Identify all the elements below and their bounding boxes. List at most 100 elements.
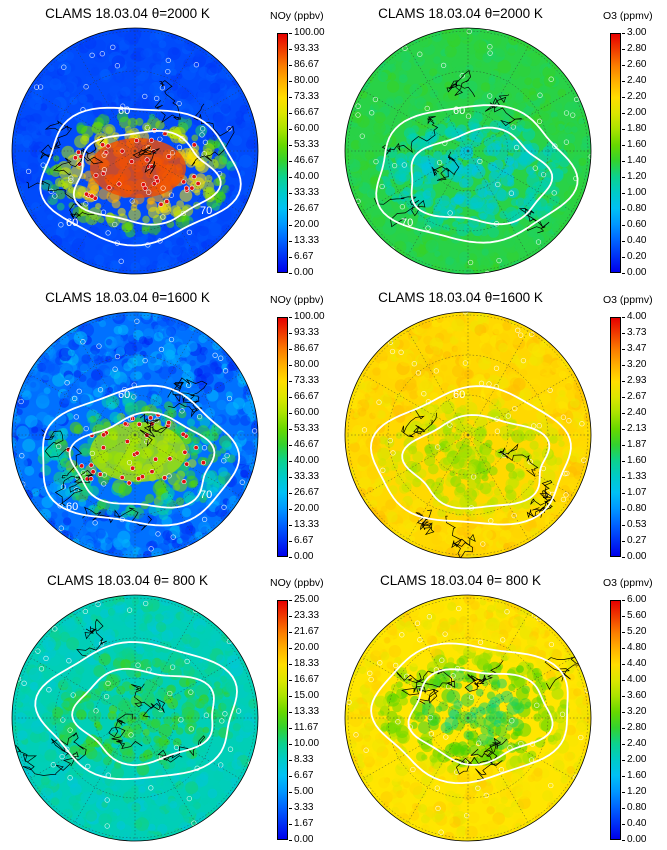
field-cell <box>578 247 586 256</box>
field-cell <box>33 323 43 333</box>
field-cell <box>578 42 586 50</box>
field-cell <box>541 260 549 268</box>
field-cell <box>175 835 183 841</box>
field-cell <box>18 349 25 356</box>
field-cell <box>231 483 244 496</box>
field-cell <box>245 220 256 232</box>
field-cell <box>199 699 208 709</box>
field-cell <box>55 599 70 614</box>
field-cell <box>31 426 39 434</box>
field-cell <box>563 534 573 544</box>
field-cell <box>365 542 380 556</box>
field-cell <box>230 628 239 637</box>
field-cell <box>169 205 182 217</box>
field-cell <box>227 247 240 261</box>
field-cell <box>113 335 124 346</box>
field-cell <box>210 262 222 273</box>
field-cell <box>526 166 535 175</box>
field-cell <box>374 112 386 124</box>
field-cell <box>51 812 59 820</box>
field-cell <box>124 342 138 356</box>
field-cell <box>245 40 252 48</box>
field-cell <box>210 670 220 681</box>
field-cell <box>355 172 362 180</box>
field-cell <box>56 263 66 273</box>
field-cell <box>34 103 42 111</box>
field-cell <box>437 508 447 518</box>
field-cell <box>217 331 228 342</box>
field-cell <box>539 254 548 262</box>
field-cell <box>131 802 141 812</box>
colorbar-tick-label: 1.80 <box>621 123 647 134</box>
field-cell <box>456 207 463 214</box>
field-cell <box>569 60 582 73</box>
field-cell <box>142 735 152 745</box>
field-cell <box>35 529 43 538</box>
field-cell <box>49 819 58 828</box>
field-cell <box>521 312 535 321</box>
field-cell <box>66 830 78 841</box>
field-cell <box>44 749 57 762</box>
field-cell <box>72 312 86 322</box>
observation-circle <box>186 229 193 235</box>
field-cell <box>54 28 65 39</box>
field-cell <box>566 266 577 274</box>
field-cell <box>30 531 42 543</box>
field-cell <box>21 802 29 810</box>
field-cell <box>158 366 172 380</box>
field-cell <box>347 502 354 509</box>
field-cell <box>16 312 29 322</box>
colorbar-tick-label: 46.67 <box>288 155 320 166</box>
field-cell <box>429 68 438 77</box>
field-cell <box>51 820 60 829</box>
field-cell <box>21 232 34 245</box>
contour-inner <box>410 126 554 226</box>
field-cell <box>238 549 246 557</box>
field-cell <box>240 647 252 659</box>
observation-circle <box>353 493 359 500</box>
field-cell <box>554 42 565 53</box>
field-cell <box>465 80 478 93</box>
field-cell <box>21 531 31 541</box>
field-cell <box>215 78 226 89</box>
field-cell <box>216 95 230 109</box>
field-cell <box>514 94 524 104</box>
field-cell <box>105 355 113 363</box>
field-cell <box>25 532 40 547</box>
field-cell <box>105 537 112 544</box>
field-cell <box>188 245 199 256</box>
field-cell <box>203 385 213 395</box>
field-cell <box>197 98 206 106</box>
field-cell <box>488 250 495 257</box>
observation-circle <box>551 190 557 196</box>
field-cell <box>462 190 472 199</box>
observation-circle <box>52 193 58 199</box>
observation-circle <box>257 184 258 191</box>
observation-circle <box>241 28 247 30</box>
field-cell <box>66 549 79 558</box>
field-cell <box>222 48 236 62</box>
field-cell <box>248 631 256 639</box>
field-cell <box>392 313 399 320</box>
field-cell <box>351 389 361 399</box>
field-cell <box>248 629 256 637</box>
contour-outer <box>375 104 579 244</box>
field-cell <box>151 718 161 729</box>
field-cell <box>345 88 348 96</box>
field-cell <box>235 735 244 743</box>
field-cell <box>71 493 79 501</box>
field-cell <box>176 237 185 246</box>
field-cell <box>364 529 378 542</box>
field-cell <box>364 150 375 160</box>
field-cell <box>155 621 167 633</box>
field-cell <box>580 318 591 330</box>
field-cell <box>231 267 244 274</box>
field-cell <box>61 469 75 484</box>
field-cell <box>98 681 109 692</box>
field-cell <box>82 385 93 395</box>
field-cell <box>393 253 401 261</box>
observation-marker <box>191 142 197 148</box>
field-cell <box>194 367 203 377</box>
field-cell <box>354 231 367 243</box>
field-cell <box>15 126 23 134</box>
